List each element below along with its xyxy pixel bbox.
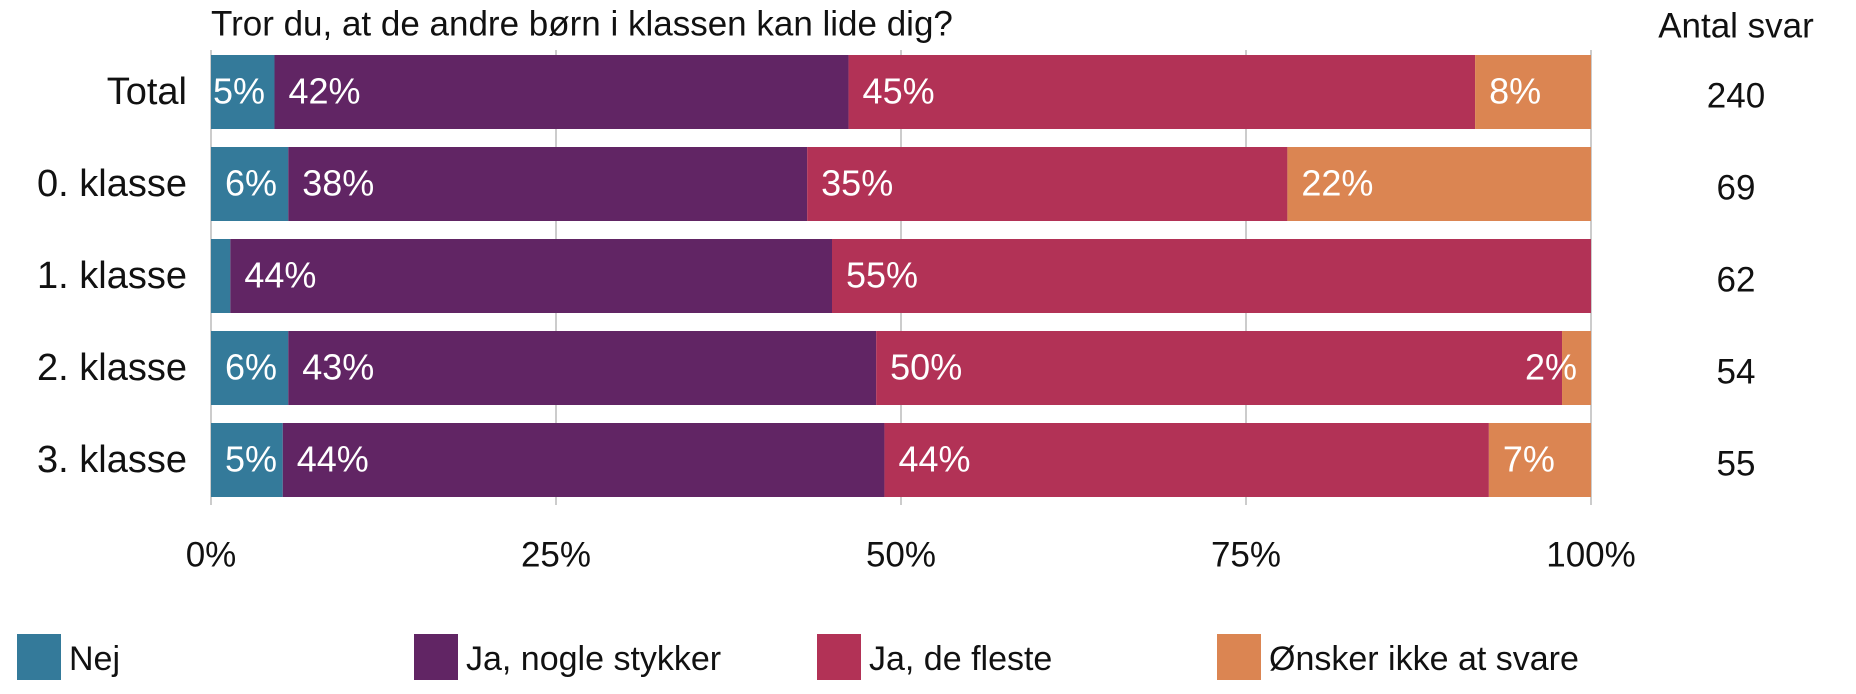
value-label: 22%	[1301, 163, 1373, 204]
value-label: 2%	[1525, 347, 1577, 388]
value-label: 43%	[302, 347, 374, 388]
bar-segment	[807, 147, 1288, 221]
count-label: 62	[1717, 260, 1756, 299]
y-tick-label: Total	[107, 71, 187, 113]
bar-segment	[211, 423, 283, 497]
value-label: 44%	[244, 255, 316, 296]
value-label: 6%	[225, 347, 277, 388]
legend-swatch	[414, 634, 458, 680]
value-label: 44%	[898, 439, 970, 480]
value-label: 35%	[821, 163, 893, 204]
value-label: 44%	[297, 439, 369, 480]
y-tick-label: 1. klasse	[37, 255, 187, 297]
value-label: 8%	[1489, 71, 1541, 112]
x-tick-label: 100%	[1546, 535, 1636, 574]
y-tick-label: 2. klasse	[37, 347, 187, 389]
bar-segment	[282, 423, 885, 497]
bar-segment	[288, 147, 808, 221]
count-label: 54	[1717, 352, 1756, 391]
value-label: 38%	[302, 163, 374, 204]
value-label: 6%	[225, 163, 277, 204]
bar-segment	[274, 55, 849, 129]
legend-label: Ja, nogle stykker	[466, 640, 721, 678]
bar-segment	[211, 147, 289, 221]
bar-segment	[876, 331, 1563, 405]
legend-label: Ønsker ikke at svare	[1269, 640, 1579, 678]
bar-segment	[832, 239, 1591, 313]
bar-segment	[211, 55, 275, 129]
legend-swatch	[17, 634, 61, 680]
bar-segment	[211, 239, 231, 313]
count-label: 240	[1707, 76, 1765, 115]
bar-segment	[1475, 55, 1591, 129]
value-label: 7%	[1503, 439, 1555, 480]
legend-swatch	[1217, 634, 1261, 680]
legend-label: Ja, de fleste	[869, 640, 1052, 678]
legend-label: Nej	[69, 640, 120, 678]
count-label: 69	[1717, 168, 1756, 207]
bar-segment	[1562, 331, 1591, 405]
x-tick-label: 0%	[186, 535, 237, 574]
bar-segment	[288, 331, 877, 405]
value-label: 45%	[863, 71, 935, 112]
legend-swatch	[817, 634, 861, 680]
x-tick-label: 50%	[866, 535, 936, 574]
bar-segment	[1488, 423, 1591, 497]
value-label: 50%	[890, 347, 962, 388]
value-label: 42%	[288, 71, 360, 112]
value-label: 55%	[846, 255, 918, 296]
y-tick-label: 3. klasse	[37, 439, 187, 481]
count-label: 55	[1717, 444, 1756, 483]
x-tick-label: 75%	[1211, 535, 1281, 574]
value-label: 5%	[225, 439, 277, 480]
count-header: Antal svar	[1658, 6, 1814, 45]
x-tick-label: 25%	[521, 535, 591, 574]
bar-segment	[1287, 147, 1591, 221]
y-tick-label: 0. klasse	[37, 163, 187, 205]
value-label: 5%	[213, 71, 265, 112]
bar-segment	[211, 331, 289, 405]
chart-title: Tror du, at de andre børn i klassen kan …	[211, 4, 953, 43]
bar-segment	[230, 239, 832, 313]
bar-segment	[848, 55, 1476, 129]
bar-segment	[884, 423, 1489, 497]
